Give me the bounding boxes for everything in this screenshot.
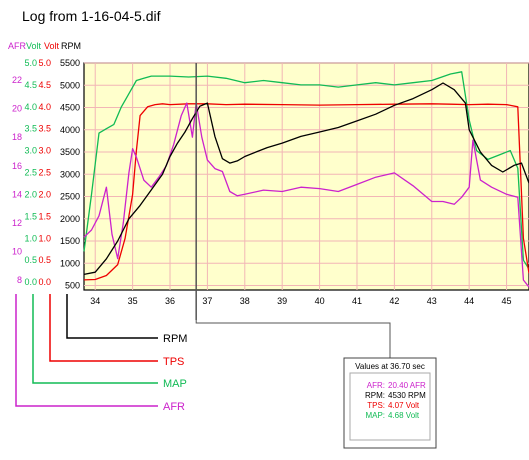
tps-series-line xyxy=(83,103,529,281)
values-box-value: 4.07 Volt xyxy=(388,401,420,410)
values-box-value: 20.40 AFR xyxy=(388,381,426,390)
map-axis-header: Volt xyxy=(26,41,42,51)
x-tick-label: 35 xyxy=(128,296,138,306)
afr-legend-leader xyxy=(15,294,158,407)
tps-tick-label: 0.5 xyxy=(38,255,51,265)
tps-tick-label: 1.5 xyxy=(38,211,51,221)
rpm-tick-label: 1000 xyxy=(60,258,80,268)
x-tick-label: 39 xyxy=(277,296,287,306)
afr-tick-label: 12 xyxy=(12,218,22,228)
map-tick-label: 1.0 xyxy=(24,233,37,243)
values-box-connector xyxy=(195,320,391,358)
map-tick-label: 1.5 xyxy=(24,211,37,221)
rpm-tick-label: 2000 xyxy=(60,214,80,224)
rpm-tick-label: 3500 xyxy=(60,147,80,157)
tps-legend-leader xyxy=(49,294,158,362)
map-tick-label: 4.5 xyxy=(24,80,37,90)
tps-tick-label: 4.5 xyxy=(38,80,51,90)
afr-tick-label: 10 xyxy=(12,246,22,256)
tps-tick-label: 3.0 xyxy=(38,146,51,156)
x-tick-label: 42 xyxy=(389,296,399,306)
tps-tick-label: 4.0 xyxy=(38,102,51,112)
map-series-line xyxy=(83,71,529,270)
afr-tick-label: 16 xyxy=(12,161,22,171)
rpm-tick-label: 5000 xyxy=(60,80,80,90)
x-tick-label: 37 xyxy=(202,296,212,306)
values-box-value: 4.68 Volt xyxy=(388,411,420,420)
map-tick-label: 0.0 xyxy=(24,277,37,287)
rpm-legend-leader xyxy=(66,294,158,339)
rpm-tick-label: 3000 xyxy=(60,169,80,179)
map-legend-label: MAP xyxy=(163,378,187,390)
map-tick-label: 2.5 xyxy=(24,168,37,178)
x-tick-label: 40 xyxy=(315,296,325,306)
afr-tick-label: 14 xyxy=(12,189,22,199)
plot-area xyxy=(83,62,529,291)
values-box-label: MAP: xyxy=(365,411,385,420)
map-tick-label: 0.5 xyxy=(24,255,37,265)
map-tick-label: 3.0 xyxy=(24,146,37,156)
rpm-tick-label: 2500 xyxy=(60,192,80,202)
rpm-tick-label: 5500 xyxy=(60,58,80,68)
values-box-label: AFR: xyxy=(367,381,385,390)
tps-tick-label: 5.0 xyxy=(38,58,51,68)
x-tick-label: 44 xyxy=(464,296,474,306)
x-tick-label: 41 xyxy=(352,296,362,306)
tps-tick-label: 3.5 xyxy=(38,124,51,134)
tps-axis-header: Volt xyxy=(44,41,60,51)
rpm-axis-header: RPM xyxy=(61,41,81,51)
page-title: Log from 1-16-04-5.dif xyxy=(22,8,161,24)
rpm-tick-label: 4500 xyxy=(60,103,80,113)
values-box-value: 4530 RPM xyxy=(388,391,426,400)
x-tick-label: 38 xyxy=(240,296,250,306)
afr-series-line xyxy=(83,102,529,288)
afr-tick-label: 18 xyxy=(12,132,22,142)
afr-tick-label: 20 xyxy=(12,104,22,114)
afr-tick-label: 22 xyxy=(12,75,22,85)
x-tick-label: 34 xyxy=(90,296,100,306)
tps-tick-label: 2.0 xyxy=(38,189,51,199)
afr-axis-header: AFR xyxy=(8,41,27,51)
x-tick-label: 45 xyxy=(502,296,512,306)
x-tick-label: 36 xyxy=(165,296,175,306)
tps-tick-label: 2.5 xyxy=(38,168,51,178)
map-tick-label: 4.0 xyxy=(24,102,37,112)
tps-tick-label: 1.0 xyxy=(38,233,51,243)
map-tick-label: 3.5 xyxy=(24,124,37,134)
rpm-legend-label: RPM xyxy=(163,333,187,345)
values-box-inner xyxy=(349,372,431,441)
rpm-tick-label: 4000 xyxy=(60,125,80,135)
x-tick-label: 43 xyxy=(427,296,437,306)
values-box-label: RPM: xyxy=(365,391,385,400)
values-box-title: Values at 36.70 sec xyxy=(355,362,425,371)
map-legend-leader xyxy=(32,294,158,384)
tps-tick-label: 0.0 xyxy=(38,277,51,287)
rpm-series-line xyxy=(83,82,529,276)
rpm-tick-label: 1500 xyxy=(60,236,80,246)
map-tick-label: 5.0 xyxy=(24,58,37,68)
tps-legend-label: TPS xyxy=(163,356,184,368)
afr-legend-label: AFR xyxy=(163,401,185,413)
map-tick-label: 2.0 xyxy=(24,189,37,199)
afr-tick-label: 8 xyxy=(17,275,22,285)
values-box-label: TPS: xyxy=(367,401,385,410)
rpm-tick-label: 500 xyxy=(65,281,80,291)
